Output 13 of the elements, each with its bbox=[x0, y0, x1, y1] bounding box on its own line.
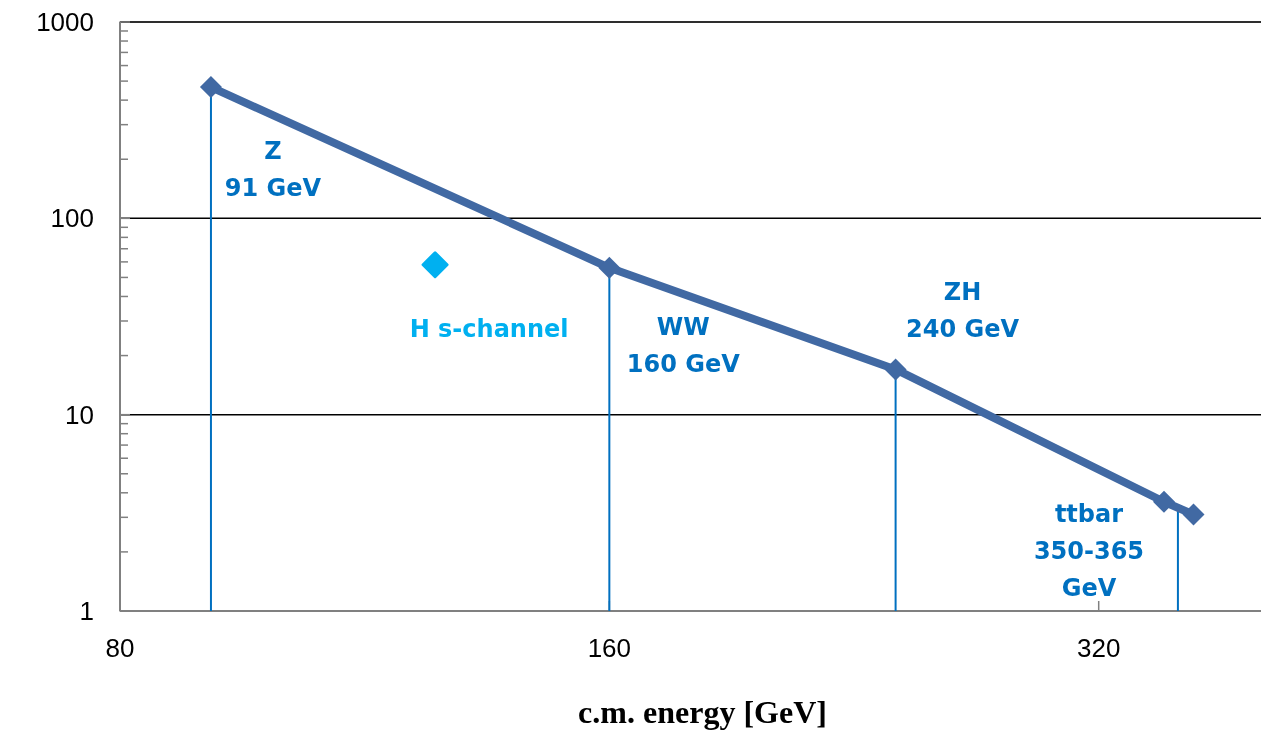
annotation: Z 91 GeV bbox=[224, 137, 322, 203]
y-tick-label: 100 bbox=[50, 203, 94, 234]
annotation: WW 160 GeV bbox=[626, 312, 741, 378]
annotation: H s-channel bbox=[409, 314, 569, 343]
x-tick-label: 160 bbox=[587, 633, 632, 663]
x-tick-label: 80 bbox=[105, 633, 135, 663]
y-tick-label: 1 bbox=[79, 596, 94, 626]
annotation: ttbar 350-365 GeV bbox=[1033, 499, 1145, 602]
x-tick-label: 320 bbox=[1077, 633, 1121, 663]
annotation: ZH 240 GeV bbox=[906, 278, 1020, 344]
y-tick-label: 1000 bbox=[36, 7, 94, 37]
x-axis-title: c.m. energy [GeV] bbox=[578, 694, 827, 730]
y-tick-label: 10 bbox=[65, 399, 94, 430]
